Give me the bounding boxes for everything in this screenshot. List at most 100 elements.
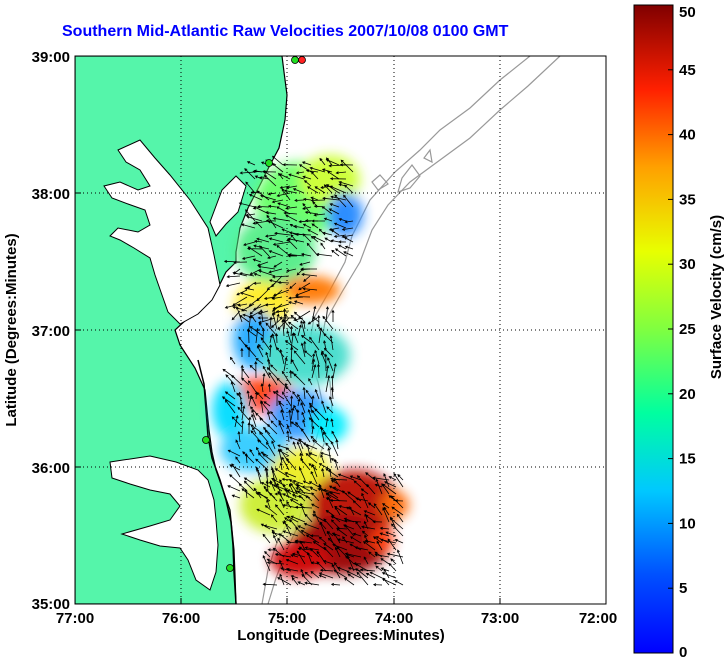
velocity-arrow — [381, 578, 397, 586]
velocity-arrow — [271, 199, 284, 204]
velocity-arrow — [397, 473, 404, 481]
velocity-arrow — [241, 488, 255, 499]
velocity-arrow — [250, 406, 257, 414]
velocity-arrow — [278, 422, 285, 435]
velocity-arrow — [283, 211, 298, 215]
velocity-arrow — [244, 287, 255, 291]
velocity-arrow — [271, 440, 276, 450]
velocity-arrow — [318, 536, 327, 544]
velocity-arrow — [239, 171, 256, 175]
velocity-arrow — [364, 534, 369, 544]
velocity-arrow — [363, 556, 369, 565]
velocity-arrow — [269, 334, 273, 344]
velocity-arrow — [249, 268, 262, 275]
velocity-arrow — [305, 534, 320, 544]
velocity-arrow — [305, 453, 318, 464]
velocity-arrow — [310, 435, 318, 443]
velocity-arrow — [367, 502, 376, 509]
velocity-arrow — [273, 478, 278, 488]
velocity-arrow — [332, 363, 337, 379]
velocity-arrow — [239, 315, 250, 323]
velocity-arrow — [319, 157, 326, 166]
velocity-arrow — [296, 550, 306, 565]
velocity-arrow — [330, 582, 341, 587]
velocity-arrow — [341, 490, 355, 502]
velocity-arrow — [288, 173, 305, 180]
velocity-arrow — [294, 198, 305, 202]
velocity-arrow — [394, 580, 404, 586]
velocity-arrow — [308, 377, 313, 386]
velocity-arrow — [257, 491, 271, 502]
velocity-arrow — [328, 208, 340, 215]
velocity-arrow — [302, 233, 312, 243]
velocity-arrow — [311, 395, 315, 407]
velocity-arrow — [256, 391, 264, 400]
velocity-arrow — [233, 260, 248, 264]
velocity-arrow — [268, 344, 273, 358]
velocity-arrow — [279, 348, 285, 365]
velocity-arrow — [329, 177, 347, 181]
velocity-arrow — [248, 193, 263, 201]
velocity-arrow — [247, 328, 251, 344]
velocity-arrow — [241, 420, 245, 435]
velocity-arrow — [353, 480, 362, 488]
velocity-arrow — [262, 372, 266, 386]
velocity-arrow — [278, 401, 285, 414]
velocity-arrow — [290, 575, 299, 579]
velocity-arrow — [263, 170, 277, 180]
velocity-arrow — [310, 470, 318, 485]
velocity-arrow — [259, 431, 269, 443]
velocity-arrow — [330, 515, 348, 523]
velocity-arrow — [338, 240, 347, 244]
colorbar-tick-label: 45 — [679, 62, 696, 79]
velocity-arrow — [318, 463, 332, 471]
velocity-arrow — [330, 386, 334, 400]
velocity-arrow — [238, 336, 250, 351]
velocity-arrow — [343, 577, 355, 586]
velocity-arrow — [305, 389, 313, 400]
velocity-arrow — [283, 382, 287, 393]
velocity-arrow — [390, 495, 404, 509]
velocity-arrow — [242, 451, 255, 464]
velocity-arrow — [262, 533, 271, 544]
velocity-arrow — [302, 442, 318, 450]
velocity-arrow — [319, 568, 334, 572]
velocity-arrow — [246, 161, 256, 166]
velocity-arrow — [388, 476, 397, 481]
velocity-arrow — [247, 421, 251, 435]
velocity-arrow — [327, 447, 332, 464]
velocity-arrow — [285, 206, 298, 210]
velocity-arrow — [344, 245, 354, 250]
velocity-arrow — [297, 398, 301, 407]
velocity-arrow — [272, 391, 285, 400]
velocity-arrow — [272, 303, 290, 310]
velocity-arrow — [319, 452, 332, 457]
velocity-arrow — [326, 493, 341, 502]
velocity-arrow — [263, 401, 271, 407]
velocity-arrow — [271, 531, 285, 537]
velocity-arrow — [308, 452, 318, 457]
station-marker-duck — [202, 436, 210, 444]
velocity-arrow — [333, 478, 341, 488]
colorbar-tick-label: 15 — [679, 451, 696, 468]
velocity-arrow — [300, 320, 306, 337]
velocity-arrow — [270, 514, 278, 523]
velocity-arrow — [227, 449, 241, 457]
velocity-arrow — [368, 551, 376, 558]
velocity-arrow — [314, 349, 320, 365]
velocity-arrow — [240, 223, 256, 229]
velocity-arrow — [336, 527, 348, 537]
velocity-arrow — [231, 494, 241, 499]
velocity-arrow — [244, 168, 256, 180]
x-tick-label: 72:00 — [579, 610, 617, 627]
velocity-arrow — [329, 185, 347, 194]
velocity-arrow — [326, 170, 340, 180]
velocity-arrow — [296, 441, 304, 457]
velocity-arrow — [336, 566, 348, 572]
colorbar-ticks: 0 5 10 15 20 25 30 35 40 45 50 — [668, 4, 696, 659]
velocity-arrow — [299, 261, 311, 266]
y-tick-label: 35:00 — [32, 596, 70, 613]
velocity-arrow — [323, 543, 334, 551]
velocity-arrow — [298, 220, 312, 224]
colorbar-tick-label: 50 — [679, 4, 696, 21]
